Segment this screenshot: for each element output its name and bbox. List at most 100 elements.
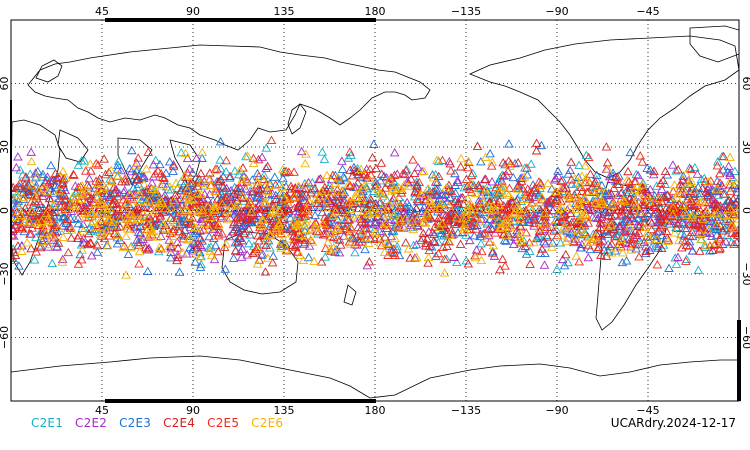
occultation-point-c2e5 (418, 233, 428, 242)
occultation-point-c2e3 (46, 160, 56, 170)
occultation-point-c2e6 (106, 165, 116, 175)
occultation-point-c2e6 (602, 221, 613, 231)
occultation-point-c2e1 (168, 215, 178, 225)
occultation-point-c2e5 (21, 172, 31, 181)
occultation-point-c2e2 (548, 205, 558, 215)
occultation-point-c2e1 (50, 198, 61, 207)
occultation-point-c2e2 (413, 162, 423, 172)
occultation-point-c2e6 (204, 224, 215, 233)
occultation-point-c2e5 (209, 210, 220, 220)
occultation-point-c2e3 (684, 163, 695, 172)
occultation-point-c2e5 (27, 223, 37, 232)
occultation-point-c2e3 (635, 209, 646, 218)
occultation-point-c2e6 (115, 214, 125, 223)
occultation-point-c2e4 (365, 198, 376, 207)
occultation-point-c2e2 (157, 179, 168, 188)
occultation-point-c2e4 (692, 196, 702, 206)
occultation-point-c2e2 (296, 146, 307, 156)
occultation-point-c2e5 (104, 231, 115, 240)
occultation-point-c2e5 (217, 229, 228, 238)
occultation-point-c2e4 (702, 191, 713, 200)
occultation-point-c2e4 (566, 157, 576, 166)
occultation-point-c2e3 (476, 209, 486, 219)
occultation-point-c2e5 (688, 220, 699, 229)
occultation-point-c2e6 (587, 234, 598, 243)
occultation-point-c2e5 (490, 228, 500, 237)
occultation-point-c2e6 (407, 216, 418, 225)
occultation-point-c2e5 (84, 191, 94, 200)
occultation-point-c2e6 (166, 239, 177, 248)
occultation-point-c2e4 (27, 185, 38, 194)
occultation-point-c2e6 (548, 219, 559, 229)
occultation-point-c2e4 (430, 177, 441, 186)
occultation-point-c2e4 (239, 228, 250, 238)
occultation-point-c2e2 (510, 235, 521, 244)
legend: C2E1 C2E2 C2E3 C2E4 C2E5 C2E6 (31, 416, 283, 430)
occultation-point-c2e4 (316, 257, 327, 266)
occultation-point-c2e6 (322, 170, 332, 180)
occultation-point-c2e4 (423, 258, 433, 267)
occultation-point-c2e6 (479, 197, 489, 206)
occultation-point-c2e6 (253, 245, 264, 254)
occultation-point-c2e5 (480, 228, 490, 237)
occultation-point-c2e3 (237, 221, 248, 231)
occultation-point-c2e1 (215, 155, 225, 164)
occultation-point-c2e5 (433, 248, 444, 258)
occultation-point-c2e6 (377, 191, 388, 201)
occultation-point-c2e4 (31, 191, 42, 200)
occultation-point-c2e5 (253, 231, 263, 240)
occultation-point-c2e5 (463, 162, 473, 172)
occultation-point-c2e4 (310, 183, 320, 193)
occultation-point-c2e6 (488, 240, 499, 250)
occultation-point-c2e3 (131, 175, 141, 184)
occultation-point-c2e1 (452, 257, 462, 267)
occultation-point-c2e2 (242, 250, 253, 259)
occultation-point-c2e6 (263, 253, 273, 262)
occultation-point-c2e1 (320, 252, 331, 261)
occultation-point-c2e6 (242, 151, 253, 160)
occultation-point-c2e2 (348, 234, 359, 243)
occultation-point-c2e4 (108, 199, 119, 209)
occultation-point-c2e6 (652, 234, 662, 243)
occultation-point-c2e5 (439, 254, 450, 263)
occultation-point-c2e6 (85, 159, 96, 168)
occultation-point-c2e2 (637, 208, 647, 217)
occultation-point-c2e6 (607, 248, 617, 257)
occultation-point-c2e5 (634, 252, 644, 261)
occultation-point-c2e6 (47, 231, 57, 240)
occultation-point-c2e5 (229, 217, 239, 227)
occultation-point-c2e6 (112, 230, 123, 239)
occultation-point-c2e6 (222, 214, 233, 224)
occultation-point-c2e5 (502, 203, 512, 212)
occultation-point-c2e1 (332, 234, 343, 243)
occultation-point-c2e5 (112, 191, 123, 201)
occultation-point-c2e6 (153, 198, 164, 207)
occultation-point-c2e2 (508, 239, 519, 249)
occultation-point-c2e5 (86, 238, 96, 248)
occultation-point-c2e6 (203, 202, 213, 211)
occultation-point-c2e3 (608, 168, 618, 177)
occultation-point-c2e6 (519, 194, 530, 203)
occultation-point-c2e3 (285, 222, 295, 232)
occultation-point-c2e1 (727, 172, 738, 181)
occultation-point-c2e6 (145, 224, 156, 234)
occultation-point-c2e6 (423, 252, 434, 262)
occultation-point-c2e5 (50, 233, 60, 242)
occultation-point-c2e5 (396, 188, 407, 197)
occultation-point-c2e4 (364, 257, 375, 266)
occultation-point-c2e5 (358, 171, 369, 180)
occultation-point-c2e3 (30, 173, 41, 182)
occultation-point-c2e4 (213, 177, 224, 186)
occultation-point-c2e5 (246, 215, 257, 224)
occultation-point-c2e6 (211, 165, 221, 175)
occultation-point-c2e4 (86, 166, 96, 175)
occultation-point-c2e2 (237, 235, 248, 245)
occultation-point-c2e6 (134, 214, 145, 224)
occultation-point-c2e6 (369, 202, 379, 211)
occultation-point-c2e6 (375, 238, 386, 247)
occultation-point-c2e3 (220, 264, 231, 273)
occultation-point-c2e3 (195, 262, 206, 271)
occultation-point-c2e2 (479, 174, 490, 184)
occultation-point-c2e6 (139, 179, 149, 188)
occultation-point-c2e6 (133, 196, 144, 206)
